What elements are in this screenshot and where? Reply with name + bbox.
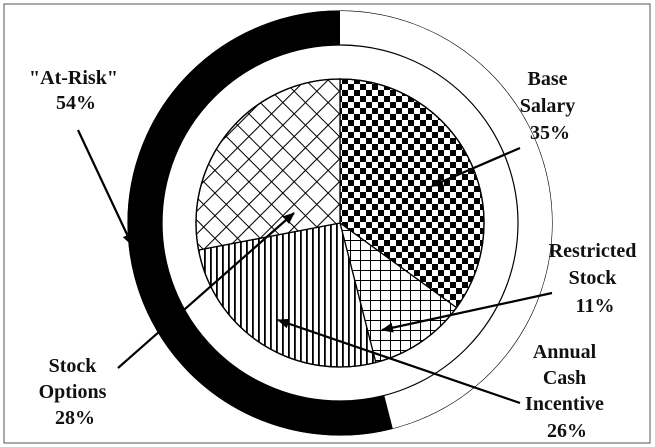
restricted-stock-label: Restricted Stock 11% — [549, 240, 642, 317]
inner-pie-edge — [195, 78, 485, 368]
fixed-pay-band — [340, 11, 552, 429]
restricted-stock-arrow — [381, 291, 553, 333]
label-arrows — [77, 129, 553, 405]
inner-pie — [195, 78, 485, 368]
chart-frame — [3, 3, 651, 444]
at-risk-arrow — [77, 129, 133, 246]
stock-options-arrow — [117, 212, 295, 369]
base-salary-label: Base Salary 35% — [520, 68, 581, 144]
annual-cash-incentive-arrow — [277, 318, 521, 405]
stock-options-label: Stock Options 28% — [39, 355, 112, 429]
at-risk-label: "At-Risk" 54% — [29, 67, 123, 114]
annual-cash-incentive-label: Annual Cash Incentive 26% — [525, 341, 609, 442]
base-salary-arrow — [431, 146, 521, 188]
